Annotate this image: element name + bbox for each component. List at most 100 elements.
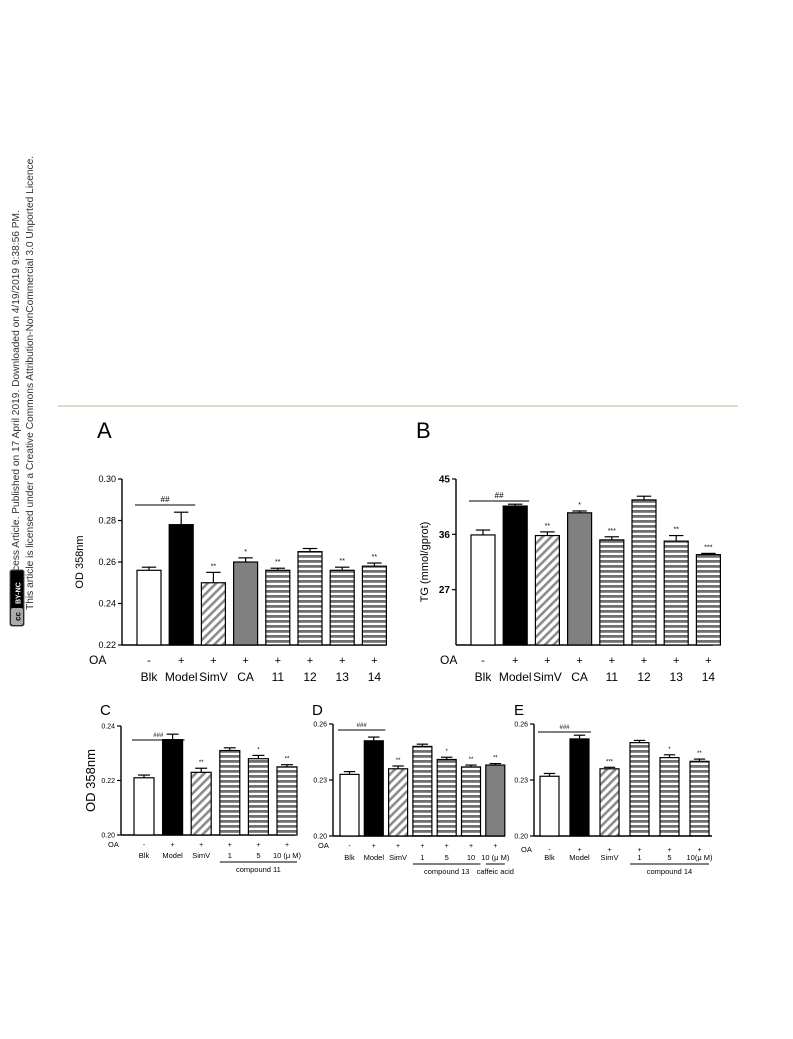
category-label: Model — [165, 670, 198, 684]
significance-mark: ** — [275, 559, 281, 566]
oa-sign: + — [576, 655, 582, 667]
category-label: Model — [569, 853, 590, 862]
y-tick-label: 0.20 — [514, 833, 528, 840]
oa-sign: + — [512, 655, 518, 667]
bar — [412, 745, 433, 837]
bar — [663, 540, 689, 646]
bar — [502, 505, 528, 646]
y-tick-label: 0.30 — [98, 474, 116, 484]
bar — [329, 569, 355, 646]
oa-sign: + — [445, 843, 449, 850]
significance-mark: *** — [606, 759, 614, 765]
category-label: CA — [571, 670, 588, 684]
y-tick-label: 0.23 — [514, 777, 528, 784]
y-tick-label: 45 — [439, 475, 451, 486]
oa-sign: + — [242, 655, 248, 667]
oa-sign: - — [147, 655, 151, 667]
oa-sign: + — [420, 843, 424, 850]
panel-letter: C — [100, 702, 111, 719]
significance-mark: ** — [469, 757, 474, 763]
category-label: 11 — [272, 670, 285, 684]
oa-sign: + — [705, 655, 711, 667]
category-label: 1 — [637, 853, 641, 862]
bar — [569, 738, 590, 837]
bar — [276, 766, 298, 836]
oa-sign: - — [348, 843, 351, 850]
oa-sign: + — [307, 655, 313, 667]
category-label: Model — [364, 853, 385, 862]
bar — [363, 740, 384, 837]
oa-sign: + — [609, 655, 615, 667]
y-tick-label: 0.26 — [98, 557, 116, 567]
oa-sign: + — [493, 843, 497, 850]
y-tick-label: 0.22 — [98, 640, 116, 650]
significance-mark: ** — [396, 758, 401, 764]
oa-sign: + — [544, 655, 550, 667]
bar — [539, 775, 560, 837]
panel-letter: E — [514, 702, 524, 719]
oa-sign: + — [371, 655, 377, 667]
oa-sign: + — [607, 847, 611, 854]
category-label: Model — [162, 851, 183, 860]
category-label: 5 — [445, 853, 449, 862]
oa-sign: + — [396, 843, 400, 850]
bar — [470, 534, 496, 646]
oa-sign: - — [481, 655, 485, 667]
oa-sign: + — [285, 842, 289, 849]
significance-mark: * — [668, 747, 671, 753]
bar — [265, 569, 291, 646]
oa-sign: + — [372, 843, 376, 850]
y-tick-label: 36 — [439, 530, 451, 541]
significance-mark: * — [244, 549, 247, 556]
chart-panel-b: B 27 36 45 TG (mmol/gprot) OA - Blk + Model ** + Sim… — [416, 418, 722, 684]
cc-license-badge[interactable]: cc BY-NC — [9, 569, 25, 627]
panel-letter: A — [97, 418, 112, 443]
y-axis-label: OD 358nm — [74, 535, 86, 588]
group-label: compound 14 — [647, 867, 692, 876]
bar — [689, 760, 710, 837]
bar — [190, 771, 212, 836]
category-label: 1 — [228, 851, 232, 860]
bracket-label: ### — [153, 733, 164, 739]
panel-letter: D — [312, 702, 323, 719]
y-tick-label: 0.20 — [101, 832, 115, 839]
oa-sign: + — [673, 655, 679, 667]
significance-mark: ** — [673, 527, 679, 534]
bar — [297, 551, 323, 646]
y-tick-label: 0.26 — [313, 721, 327, 728]
bar — [534, 534, 561, 646]
significance-mark: ** — [339, 558, 345, 565]
oa-sign: + — [667, 847, 671, 854]
significance-mark: *** — [704, 544, 712, 551]
chart-panel-d: D 0.20 0.23 0.26 OA - Blk + Model ** + SimV +1 * +5 ** +… — [312, 702, 514, 876]
oa-sign: + — [228, 842, 232, 849]
bar — [162, 739, 184, 836]
publication-notice: Open Access Article. Published on 17 Apr… — [9, 156, 36, 627]
oa-sign: + — [577, 847, 581, 854]
bracket-label: ## — [495, 491, 504, 500]
bar — [339, 773, 360, 837]
significance-mark: ** — [372, 554, 378, 561]
bar — [599, 539, 625, 646]
oa-sign: - — [548, 847, 551, 854]
bar — [631, 499, 657, 646]
y-tick-label: 0.26 — [514, 721, 528, 728]
bar — [200, 582, 226, 646]
bar — [219, 749, 241, 836]
significance-mark: ** — [211, 563, 217, 570]
y-tick-label: 0.24 — [98, 599, 116, 609]
notice-line-2: This article is licensed under a Creativ… — [25, 156, 36, 610]
category-label: 13 — [336, 670, 350, 684]
y-tick-label: 0.20 — [313, 833, 327, 840]
oa-label: OA — [108, 840, 119, 849]
category-label: 14 — [368, 670, 382, 684]
bracket-label: ## — [161, 495, 170, 504]
significance-mark: *** — [608, 528, 616, 535]
category-label: 10 — [467, 853, 475, 862]
group-label: compound 13 — [424, 867, 469, 876]
panel-letter: B — [416, 418, 431, 443]
badge-label: BY-NC — [16, 582, 23, 604]
significance-mark: ** — [697, 751, 702, 757]
category-label: Blk — [344, 853, 355, 862]
category-label: 5 — [256, 851, 260, 860]
